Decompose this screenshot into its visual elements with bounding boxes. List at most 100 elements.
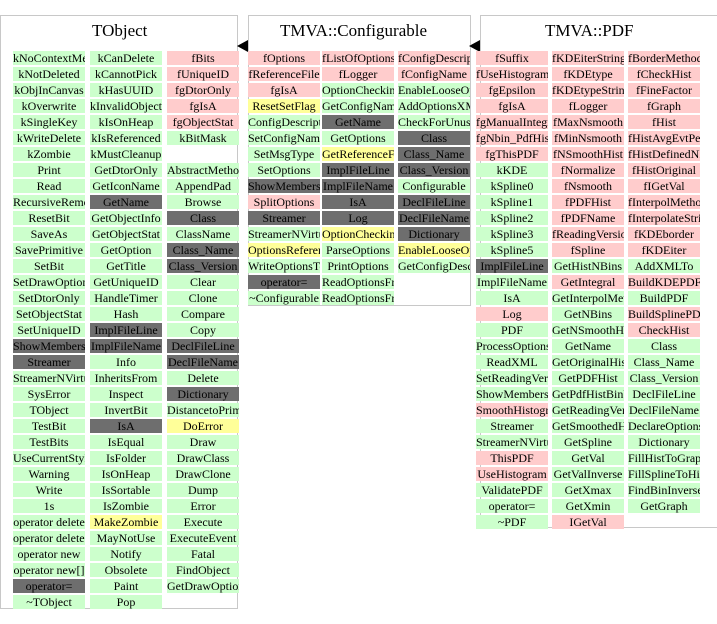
member-cell: fSpline: [552, 243, 624, 257]
member-cell: Error: [167, 499, 239, 513]
member-cell: fHistOriginal: [628, 163, 700, 177]
member-cell: SmoothHistogram: [476, 403, 548, 417]
member-cell: ~TObject: [13, 595, 85, 609]
member-cell: Draw: [167, 435, 239, 449]
member-cell: PrintOptions: [322, 259, 394, 273]
member-cell: Obsolete: [90, 563, 162, 577]
member-cell: GetUniqueID: [90, 275, 162, 289]
member-cell: StreamerNVirtual: [476, 435, 548, 449]
member-cell: SetObjectStat: [13, 307, 85, 321]
member-cell: fPDFName: [552, 211, 624, 225]
member-cell: Browse: [167, 195, 239, 209]
member-cell: DeclFileLine: [628, 387, 700, 401]
member-cell: Clone: [167, 291, 239, 305]
member-cell: IsEqual: [90, 435, 162, 449]
member-cell: TestBits: [13, 435, 85, 449]
member-cell: Info: [90, 355, 162, 369]
member-cell: fInterpolateString: [628, 211, 700, 225]
member-cell: MakeZombie: [90, 515, 162, 529]
member-cell: FindBinInverse: [628, 483, 700, 497]
member-cell: DeclFileLine: [167, 339, 239, 353]
member-cell: IsA: [90, 419, 162, 433]
member-cell: SavePrimitive: [13, 243, 85, 257]
member-cell: fIGetVal: [628, 179, 700, 193]
member-cell: fgEpsilon: [476, 83, 548, 97]
member-cell: SetDrawOption: [13, 275, 85, 289]
member-cell: kWriteDelete: [13, 131, 85, 145]
member-cell: fOptions: [248, 51, 320, 65]
member-cell: StreamerNVirtual: [248, 227, 320, 241]
member-cell: kHasUUID: [90, 83, 162, 97]
member-cell: OptionChecking: [322, 83, 394, 97]
member-cell: SplitOptions: [248, 195, 320, 209]
member-cell: TObject: [13, 403, 85, 417]
member-cell: SetMsgType: [248, 147, 320, 161]
member-cell: UseHistogram: [476, 467, 548, 481]
member-cell: fGraph: [628, 99, 700, 113]
member-cell: Streamer: [13, 355, 85, 369]
member-cell: MayNotUse: [90, 531, 162, 545]
member-cell: GetConfigDescription: [398, 259, 470, 273]
member-cell: FindObject: [167, 563, 239, 577]
member-cell: ImplFileName: [90, 339, 162, 353]
member-cell: EnableLooseOptions: [398, 243, 470, 257]
member-cell: kBitMask: [167, 131, 239, 145]
member-cell: Streamer: [248, 211, 320, 225]
member-cell: fFineFactor: [628, 83, 700, 97]
member-cell: IGetVal: [552, 515, 624, 529]
member-cell: GetOption: [90, 243, 162, 257]
member-cell: DeclFileName: [167, 355, 239, 369]
inheritance-arrow-pdf-to-configurable: [469, 40, 480, 52]
member-cell: Streamer: [476, 419, 548, 433]
member-cell: ImplFileName: [476, 275, 548, 289]
member-cell: ImplFileName: [322, 179, 394, 193]
member-cell: fNormalize: [552, 163, 624, 177]
member-cell: fSuffix: [476, 51, 548, 65]
member-cell: AddXMLTo: [628, 259, 700, 273]
member-cell: WriteOptionsToStream: [248, 259, 320, 273]
member-cell: Fatal: [167, 547, 239, 561]
member-cell: Configurable: [398, 179, 470, 193]
member-cell: IsZombie: [90, 499, 162, 513]
member-cell: Hash: [90, 307, 162, 321]
member-cell: ClassName: [167, 227, 239, 241]
member-cell: Paint: [90, 579, 162, 593]
member-cell: IsA: [476, 291, 548, 305]
member-cell: EnableLooseOptions: [398, 83, 470, 97]
member-cell: kCanDelete: [90, 51, 162, 65]
member-cell: ShowMembers: [476, 387, 548, 401]
member-cell: RecursiveRemove: [13, 195, 85, 209]
member-cell: SaveAs: [13, 227, 85, 241]
tobject-column-2: kCanDelete kCannotPick kHasUUID kInvalidObj…: [90, 51, 162, 611]
member-cell: InheritsFrom: [90, 371, 162, 385]
member-cell: kSpline5: [476, 243, 548, 257]
member-cell: GetDrawOption: [167, 579, 239, 593]
member-cell: GetNBins: [552, 307, 624, 321]
member-cell: GetXmin: [552, 499, 624, 513]
member-cell: SetReadingVersion: [476, 371, 548, 385]
member-cell: GetXmax: [552, 483, 624, 497]
member-cell: fgThisPDF: [476, 147, 548, 161]
member-cell: kSpline3: [476, 227, 548, 241]
member-cell: operator delete[]: [13, 531, 85, 545]
member-cell: ResetSetFlag: [248, 99, 320, 113]
member-cell: operator=: [248, 275, 320, 289]
member-cell: operator=: [476, 499, 548, 513]
member-cell: Delete: [167, 371, 239, 385]
member-cell: kObjInCanvas: [13, 83, 85, 97]
member-cell: fgNbin_PdfHist: [476, 131, 548, 145]
member-cell: Warning: [13, 467, 85, 481]
member-cell: GetGraph: [628, 499, 700, 513]
member-cell: kZombie: [13, 147, 85, 161]
tobject-column-3: fBits fUniqueID fgDtorOnly fgIsA fgObjectSta…: [167, 51, 239, 595]
tobject-column-1: kNoContextMenu kNotDeleted kObjInCanvas kOv…: [13, 51, 85, 611]
member-cell: Log: [322, 211, 394, 225]
member-cell: StreamerNVirtual: [13, 371, 85, 385]
member-cell: kSpline1: [476, 195, 548, 209]
member-cell: ShowMembers: [13, 339, 85, 353]
member-cell: Copy: [167, 323, 239, 337]
member-cell: GetNSmoothHist: [552, 323, 624, 337]
member-cell: BuildKDEPDF: [628, 275, 700, 289]
member-cell: fgManualIntegration: [476, 115, 548, 129]
member-cell: fListOfOptions: [322, 51, 394, 65]
